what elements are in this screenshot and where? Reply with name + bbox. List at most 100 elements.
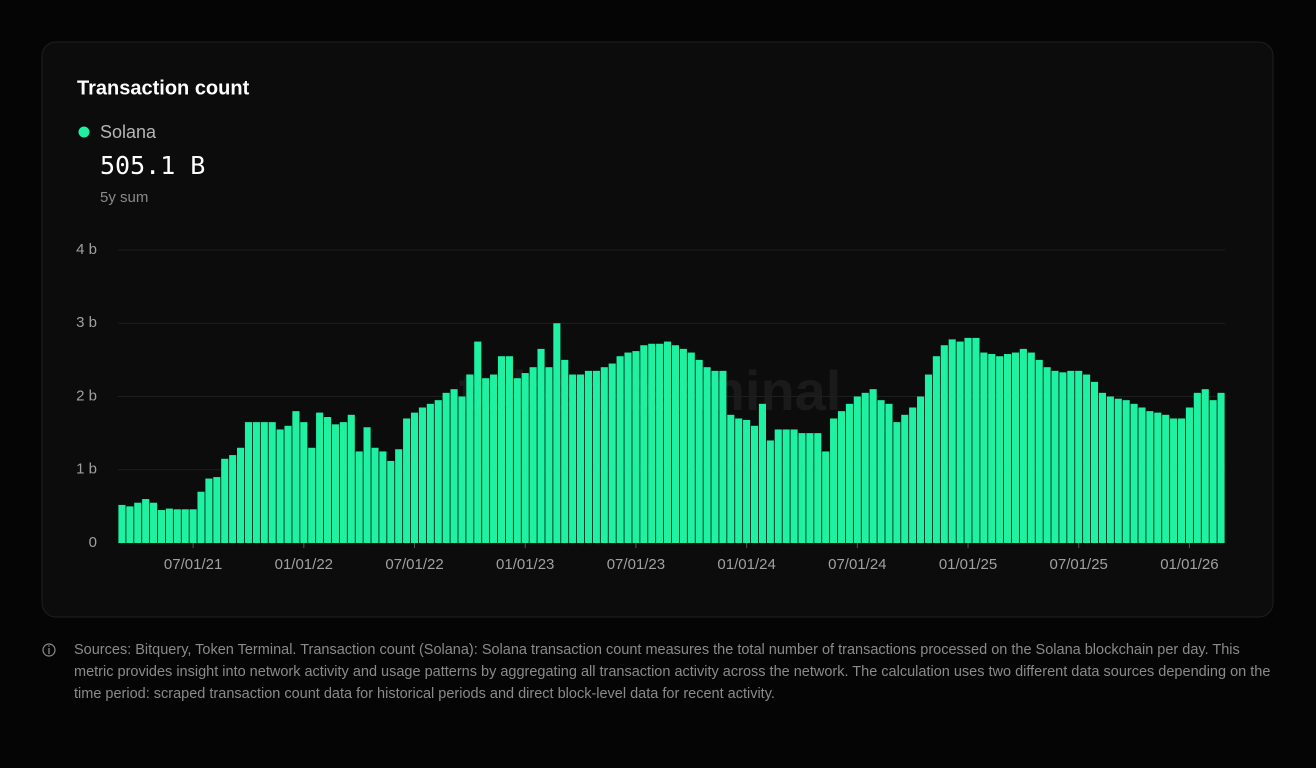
bar	[529, 367, 537, 543]
bar	[964, 337, 972, 543]
bar	[774, 429, 782, 543]
bar	[909, 407, 917, 543]
bar	[1059, 372, 1067, 543]
bar	[893, 422, 901, 543]
bar	[980, 352, 988, 543]
bar	[300, 422, 308, 543]
bar	[323, 417, 332, 543]
bar	[1051, 370, 1059, 543]
bar	[687, 352, 695, 543]
bar	[458, 396, 466, 543]
bar	[434, 400, 442, 543]
bar	[727, 414, 735, 543]
bar	[276, 429, 284, 543]
bar	[395, 449, 403, 543]
y-tick-label: 2 b	[76, 387, 97, 404]
bar	[1209, 400, 1217, 543]
bar	[308, 447, 316, 543]
bar	[165, 508, 173, 543]
bar	[711, 370, 719, 543]
bar	[948, 339, 956, 543]
bar	[648, 343, 656, 543]
bar	[719, 370, 727, 543]
bar	[521, 373, 529, 543]
bar	[972, 337, 980, 543]
bar	[316, 412, 324, 543]
bar	[126, 506, 134, 543]
x-tick-label: 01/01/24	[717, 556, 775, 573]
bar	[1035, 359, 1043, 543]
bar	[426, 403, 434, 543]
y-tick-label: 0	[89, 534, 97, 551]
x-tick-label: 01/01/26	[1160, 556, 1218, 573]
bar	[229, 455, 237, 543]
bar	[134, 502, 142, 543]
bar	[355, 451, 363, 543]
bar	[181, 509, 189, 543]
bar	[1122, 400, 1130, 543]
bar	[363, 427, 371, 543]
bar	[743, 419, 751, 543]
bar	[822, 451, 830, 543]
bar	[917, 396, 925, 543]
bar	[537, 348, 545, 543]
info-icon-dot	[48, 645, 50, 647]
bar	[379, 451, 387, 543]
x-tick-label: 07/01/22	[385, 556, 443, 573]
bar	[1083, 374, 1091, 543]
bar	[956, 341, 964, 543]
chart-title: Transaction count	[77, 77, 250, 99]
bar	[624, 352, 632, 543]
bar	[988, 354, 996, 543]
bar	[608, 363, 616, 543]
bar	[901, 414, 909, 543]
bar	[403, 418, 411, 543]
bar	[656, 343, 664, 543]
bar	[252, 422, 260, 543]
bar	[482, 378, 490, 543]
x-tick-label: 01/01/23	[496, 556, 554, 573]
bar	[877, 400, 885, 543]
bar	[679, 348, 687, 543]
bar	[790, 429, 798, 543]
x-tick-label: 07/01/24	[828, 556, 886, 573]
info-icon	[42, 643, 56, 657]
bar	[1019, 348, 1027, 543]
bar	[600, 367, 608, 543]
bar	[1154, 412, 1162, 543]
bar	[703, 367, 711, 543]
y-tick-label: 4 b	[76, 241, 97, 258]
bar	[237, 447, 245, 543]
bar	[197, 491, 205, 543]
bar	[1162, 414, 1170, 543]
y-tick-label: 1 b	[76, 461, 97, 478]
bar	[150, 502, 158, 543]
bar	[798, 433, 806, 543]
bar	[244, 422, 253, 543]
bar	[1185, 407, 1193, 543]
bar	[735, 418, 743, 543]
x-tick-label: 07/01/25	[1050, 556, 1108, 573]
bar	[331, 424, 339, 543]
bar	[142, 499, 150, 543]
bar	[695, 359, 703, 543]
bar	[1043, 367, 1051, 543]
bar	[157, 510, 166, 543]
bar	[932, 356, 940, 543]
bar	[592, 370, 600, 543]
bar	[213, 477, 221, 543]
bar	[545, 367, 553, 543]
bar	[371, 447, 379, 543]
bar	[750, 425, 759, 543]
bar	[782, 429, 790, 543]
bar	[671, 345, 680, 543]
bar	[118, 504, 126, 543]
bar	[347, 414, 355, 543]
bar	[766, 440, 774, 543]
bar	[387, 460, 395, 543]
bar	[1193, 392, 1201, 543]
bar	[758, 403, 766, 543]
bar	[924, 374, 933, 543]
